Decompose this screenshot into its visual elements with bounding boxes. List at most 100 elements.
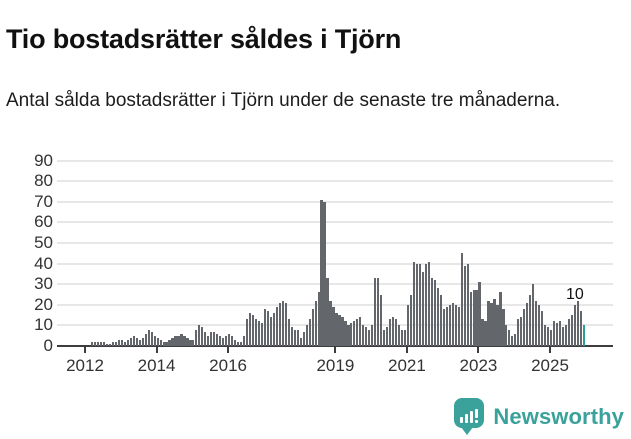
bar (409, 294, 413, 346)
gridline (57, 159, 613, 162)
bar (317, 292, 320, 346)
bar (338, 315, 341, 346)
bar (362, 325, 365, 346)
logo-barchart-glyph (460, 409, 479, 423)
bar (126, 339, 129, 346)
bar (389, 319, 392, 346)
bar (248, 313, 252, 346)
bar (341, 317, 344, 346)
bar (547, 327, 550, 346)
bar (171, 337, 174, 346)
bar (397, 325, 401, 346)
y-tick-label: 80 (34, 171, 53, 191)
bar (120, 339, 123, 346)
x-tick-label: 2021 (388, 356, 426, 375)
bar (114, 341, 117, 346)
bar (356, 319, 359, 346)
bar (210, 331, 213, 346)
x-tick-label: 2016 (209, 356, 247, 375)
y-tick-label: 60 (34, 212, 53, 232)
bar (320, 199, 323, 346)
bar (496, 304, 499, 346)
bar (129, 337, 132, 346)
bar (478, 282, 481, 346)
brand-name: Newsworthy (493, 404, 624, 429)
x-tick-mark (227, 347, 230, 353)
bar (383, 329, 386, 346)
bar (174, 335, 177, 346)
bar (260, 323, 264, 346)
x-tick-label: 2012 (66, 356, 104, 375)
bar (460, 253, 463, 346)
bar (505, 325, 508, 346)
bar (183, 335, 186, 346)
bar (377, 278, 380, 346)
bar (430, 278, 433, 346)
bar (445, 306, 448, 346)
bar (469, 292, 472, 346)
bar (463, 265, 466, 346)
bar (135, 337, 138, 346)
bar (132, 335, 135, 346)
bar (335, 313, 338, 346)
bar (451, 302, 454, 346)
bar (511, 335, 514, 346)
bar (138, 339, 141, 346)
bar (484, 321, 487, 346)
bar (311, 308, 314, 346)
bar (281, 300, 284, 346)
bar (523, 308, 526, 346)
bar (436, 288, 439, 346)
bar (424, 263, 427, 346)
gridline (57, 303, 613, 306)
bar (302, 331, 305, 346)
gridline (57, 283, 613, 286)
gridline (57, 180, 613, 183)
bar (475, 290, 478, 346)
page-title: Tio bostadsrätter såldes i Tjörn (6, 24, 402, 55)
logo-bubble-tail (461, 427, 474, 435)
bar (198, 325, 201, 346)
x-tick-label: 2023 (459, 356, 498, 375)
y-tick-label: 20 (34, 294, 53, 314)
bar (189, 339, 192, 346)
bar (105, 343, 109, 346)
bar (526, 302, 529, 346)
y-tick-label: 0 (43, 336, 53, 355)
bar (418, 263, 422, 346)
bar (386, 327, 389, 346)
bar (219, 335, 222, 346)
bar (314, 300, 317, 346)
y-tick-label: 90 (34, 150, 53, 170)
bar (117, 339, 120, 346)
bar (237, 341, 240, 346)
x-axis-line (57, 345, 613, 347)
bar (558, 321, 562, 346)
bar (541, 310, 544, 346)
bar (278, 302, 281, 346)
bar (192, 339, 195, 346)
bar (144, 333, 147, 346)
newsworthy-logo-icon (454, 398, 485, 436)
bar (502, 308, 505, 346)
bar (400, 329, 404, 346)
bar (403, 329, 407, 346)
bar (293, 329, 296, 346)
bar (517, 319, 520, 346)
x-tick-mark (477, 347, 480, 353)
gridline (57, 324, 613, 327)
bar (159, 339, 162, 346)
bar (308, 319, 311, 346)
bar (490, 302, 493, 346)
bar (427, 261, 430, 346)
logo-exclamation (475, 409, 479, 423)
brand-link[interactable]: Newsworthy (454, 398, 624, 436)
bar (234, 339, 237, 346)
bar (538, 304, 541, 346)
bar (550, 329, 553, 346)
bar (371, 325, 374, 346)
bar (102, 341, 106, 346)
bar (296, 329, 299, 346)
gridline (57, 262, 613, 265)
